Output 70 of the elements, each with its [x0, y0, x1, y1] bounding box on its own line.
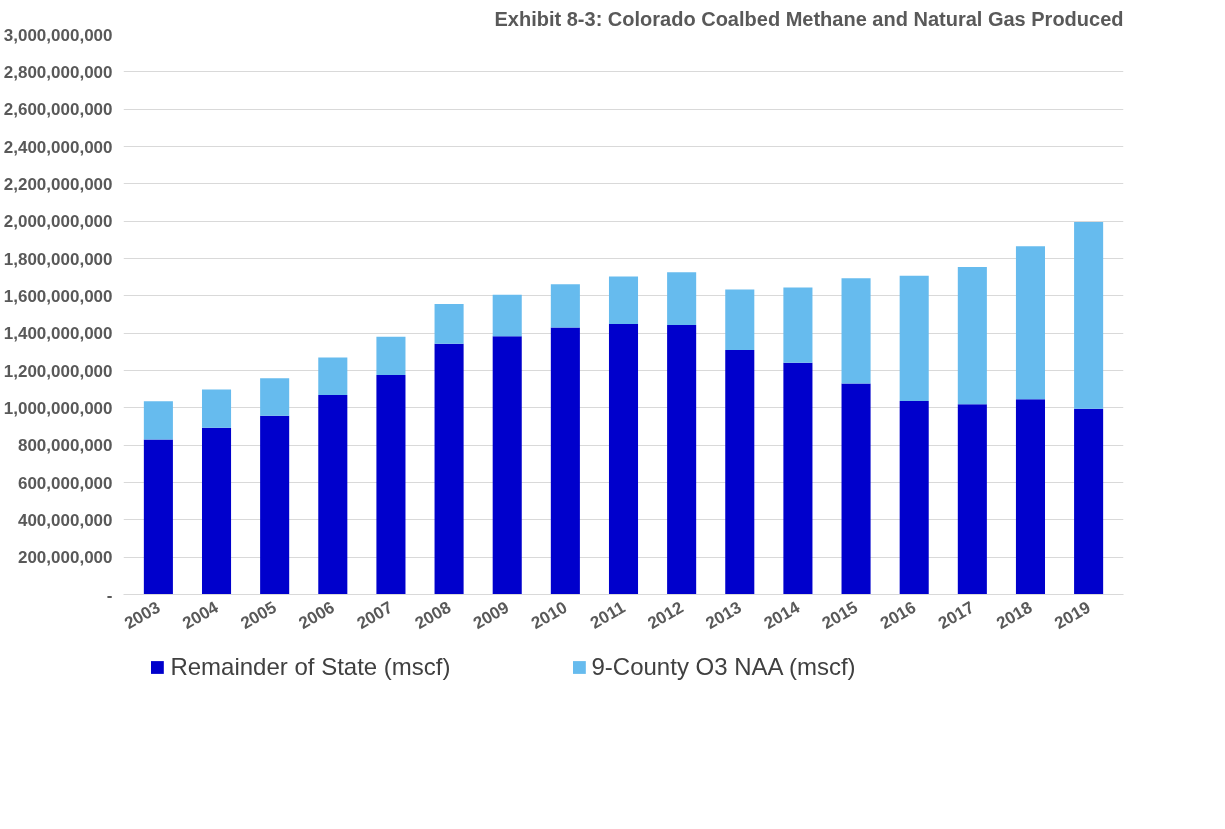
bar: [1015, 246, 1046, 400]
bar: [434, 343, 464, 595]
bar: [667, 324, 697, 595]
bar: [143, 401, 173, 440]
x-tick-label: 2007: [353, 597, 396, 634]
bar: [260, 378, 290, 416]
y-tick-label: 3,000,000,000: [3, 25, 113, 45]
bar: [783, 287, 813, 363]
x-tick-label: 2017: [935, 597, 978, 634]
y-tick-label: 1,200,000,000: [3, 361, 113, 381]
bar: [376, 374, 406, 595]
y-tick-label: -: [106, 585, 113, 605]
bar: [957, 404, 987, 595]
x-tick-label: 2011: [587, 597, 629, 633]
bar: [550, 284, 580, 328]
y-tick-label: 400,000,000: [17, 510, 113, 530]
x-tick-label: 2014: [760, 597, 804, 634]
y-tick-label: 2,600,000,000: [3, 100, 113, 120]
bar: [957, 266, 987, 405]
y-tick-label: 1,600,000,000: [3, 286, 113, 306]
y-tick-label: 200,000,000: [17, 548, 113, 568]
bar: [492, 294, 522, 337]
legend-label: Remainder of State (mscf): [170, 653, 451, 681]
bar: [318, 394, 348, 595]
x-tick-label: 2016: [876, 597, 920, 634]
bar: [434, 304, 464, 344]
x-tick-label: 2012: [644, 597, 687, 634]
y-tick-label: 2,400,000,000: [3, 137, 113, 157]
bar: [1074, 222, 1104, 409]
bar: [725, 289, 755, 350]
bar: [550, 327, 580, 595]
bar: [376, 336, 406, 375]
x-tick-label: 2009: [469, 597, 513, 634]
x-tick-label: 2005: [237, 597, 280, 634]
bar: [899, 400, 929, 595]
bar: [492, 336, 522, 595]
bar: [318, 357, 348, 395]
x-tick-label: 2019: [1051, 597, 1094, 634]
bar: [1015, 399, 1046, 595]
bar: [260, 415, 290, 595]
x-tick-label: 2013: [702, 597, 745, 634]
bar: [201, 427, 232, 595]
y-tick-label: 2,200,000,000: [3, 174, 113, 194]
bar: [841, 383, 871, 595]
y-tick-label: 800,000,000: [17, 436, 113, 456]
y-tick-label: 2,000,000,000: [3, 212, 113, 232]
x-tick-label: 2018: [993, 597, 1036, 634]
bar: [783, 362, 813, 595]
bar: [899, 275, 929, 401]
x-tick-label: 2004: [179, 597, 222, 634]
y-tick-label: 1,400,000,000: [3, 324, 113, 344]
x-tick-label: 2003: [121, 597, 164, 634]
legend-label: 9-County O3 NAA (mscf): [591, 653, 856, 681]
x-tick-label: 2010: [528, 597, 571, 634]
bar: [725, 349, 755, 595]
x-tick-label: 2006: [295, 597, 338, 634]
x-tick-label: 2015: [818, 597, 862, 634]
bar: [608, 276, 639, 325]
x-tick-label: 2008: [411, 597, 455, 634]
y-tick-label: 1,000,000,000: [3, 398, 113, 418]
bar: [608, 324, 639, 595]
bar: [841, 278, 871, 384]
bar: [667, 272, 697, 325]
y-tick-label: 600,000,000: [17, 473, 113, 493]
bar: [143, 439, 173, 595]
chart-title: Exhibit 8-3: Colorado Coalbed Methane and Natural Gas Produced: [494, 7, 1124, 30]
y-tick-label: 1,800,000,000: [3, 249, 113, 269]
bar: [201, 389, 232, 428]
y-tick-label: 2,800,000,000: [3, 62, 113, 82]
bar: [1074, 408, 1104, 595]
